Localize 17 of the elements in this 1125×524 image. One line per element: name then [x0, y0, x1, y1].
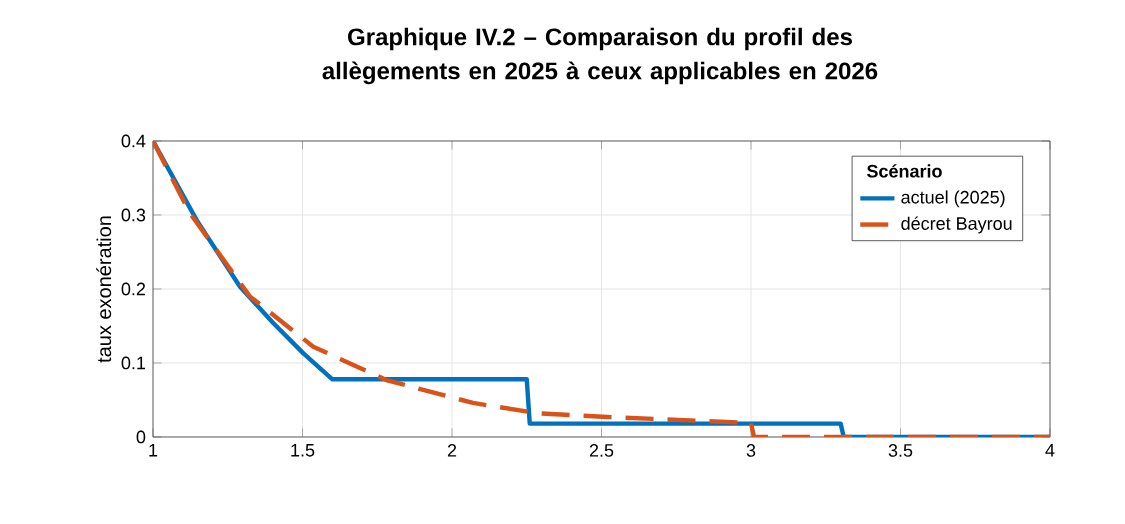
- x-tick-label: 1: [149, 444, 158, 457]
- legend-title: Scénario: [867, 164, 942, 178]
- x-tick-label: 2: [447, 444, 457, 457]
- y-tick-label: 0.1: [121, 356, 146, 370]
- y-tick-label: 0.2: [121, 282, 146, 296]
- chart-title: Graphique IV.2 – Comparaison du profil des allègements en 2025 à ceux applicables en 2026: [322, 27, 878, 85]
- y-tick-label: 0.4: [121, 134, 146, 148]
- x-tick-label: 3: [746, 444, 756, 457]
- legend-label: actuel (2025): [901, 190, 1005, 208]
- x-tick-label: 4: [1045, 444, 1055, 457]
- y-tick-label: 0.3: [121, 208, 146, 222]
- legend-label: décret Bayrou: [901, 216, 1012, 234]
- x-tick-label: 3.5: [888, 444, 913, 457]
- x-tick-label: 2.5: [589, 444, 614, 457]
- y-tick-label: 0: [136, 430, 146, 444]
- y-axis-title: taux exonération: [96, 216, 112, 363]
- x-tick-label: 1.5: [291, 444, 315, 457]
